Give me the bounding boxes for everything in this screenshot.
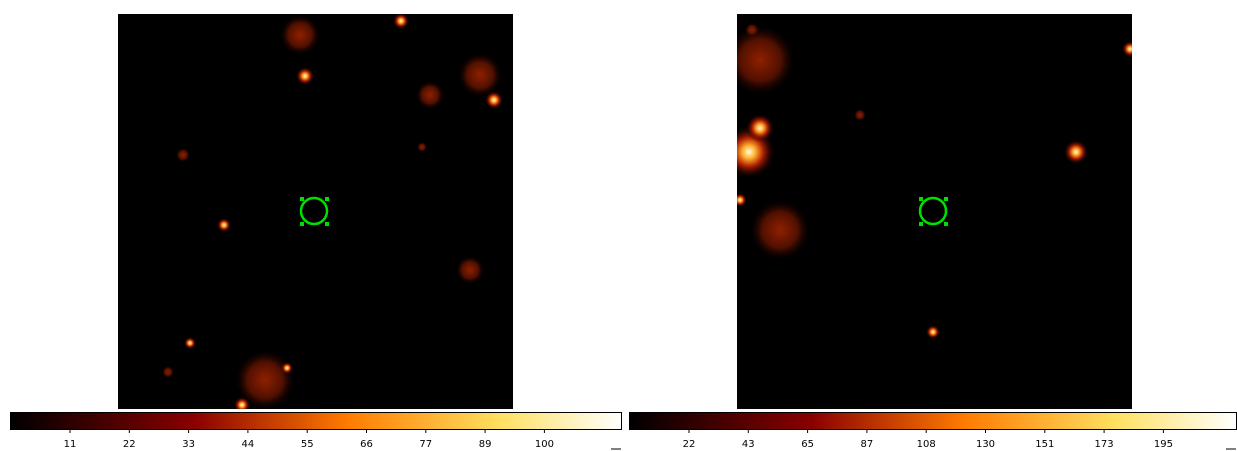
colorbar bbox=[10, 412, 622, 430]
colorbar-tick-label: 55 bbox=[301, 439, 314, 450]
colorbar-tick-label: 22 bbox=[123, 439, 136, 450]
colorbar bbox=[629, 412, 1237, 430]
colorbar-tick-label: 22 bbox=[683, 439, 696, 450]
image bbox=[118, 14, 513, 409]
colorbar-tick-label: 130 bbox=[976, 439, 995, 450]
colorbar-tick-label: 65 bbox=[801, 439, 814, 450]
region-marker[interactable] bbox=[299, 196, 329, 226]
colorbar-tick-label: 173 bbox=[1095, 439, 1114, 450]
region-marker[interactable] bbox=[918, 196, 948, 226]
sources bbox=[162, 14, 503, 409]
colorbar-tick-label: 89 bbox=[479, 439, 492, 450]
image-panel bbox=[118, 14, 513, 409]
sources bbox=[737, 23, 1132, 339]
colorbar-tick-label: 43 bbox=[742, 439, 755, 450]
colorbar-tick-label: 87 bbox=[861, 439, 874, 450]
colorbar-tick-label: 100 bbox=[535, 439, 554, 450]
colorbar-tick-label: 151 bbox=[1035, 439, 1054, 450]
image-panel bbox=[737, 14, 1132, 409]
colorbar-tick-label: 11 bbox=[64, 439, 77, 450]
colorbar-tick-label: 195 bbox=[1154, 439, 1173, 450]
colorbar-tick-label: 77 bbox=[419, 439, 432, 450]
colorbar-tick-label: 33 bbox=[182, 439, 195, 450]
colorbar-tick-label: 44 bbox=[242, 439, 255, 450]
colorbar-tick-label: 66 bbox=[360, 439, 373, 450]
colorbar-tick-label: 108 bbox=[917, 439, 936, 450]
